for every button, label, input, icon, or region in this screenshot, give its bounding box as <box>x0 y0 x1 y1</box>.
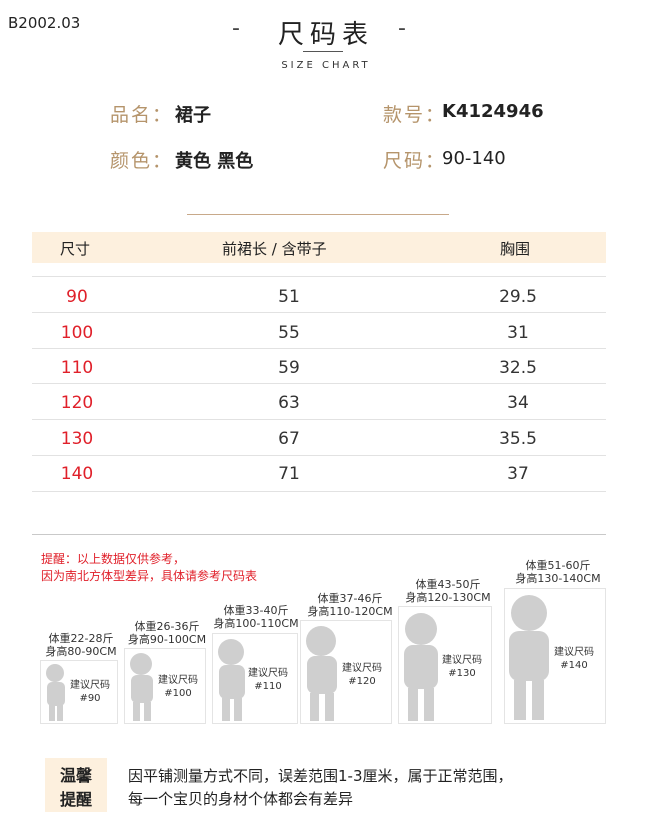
color-label: 颜色： <box>110 150 174 172</box>
figure-card-140 <box>504 588 606 724</box>
figure-suggest-140: 建议尺码 <box>554 647 594 658</box>
tip-line-1: 因平铺测量方式不同，误差范围1-3厘米，属于正常范围， <box>128 767 513 785</box>
chest-cell: 34 <box>507 393 529 413</box>
child-silhouette-icon <box>46 664 65 721</box>
size-cell: 130 <box>60 429 94 449</box>
figure-card-110 <box>212 633 298 724</box>
figure-weight-120: 体重37-46斤 <box>317 592 383 605</box>
figure-weight-90: 体重22-28斤 <box>48 632 114 645</box>
figure-weight-110: 体重33-40斤 <box>223 604 289 617</box>
chest-cell: 31 <box>507 323 529 343</box>
title-dash-left: - <box>232 16 240 41</box>
length-cell: 71 <box>278 464 300 484</box>
size-value: 90-140 <box>442 148 506 169</box>
table-header-length: 前裙长 / 含带子 <box>222 240 327 258</box>
figure-card-90 <box>40 660 118 724</box>
child-silhouette-icon <box>306 626 337 721</box>
child-silhouette-icon <box>404 613 438 721</box>
figure-suggest-90: 建议尺码 <box>70 680 110 691</box>
table-row-divider <box>32 491 606 492</box>
size-cell: 120 <box>60 393 94 413</box>
table-header-size: 尺寸 <box>60 240 91 258</box>
figure-weight-100: 体重26-36斤 <box>134 620 200 633</box>
figure-card-100 <box>124 648 206 724</box>
figure-card-130 <box>398 606 492 724</box>
table-row-divider <box>32 419 606 420</box>
name-value: 裙子 <box>175 105 211 126</box>
length-cell: 55 <box>278 323 300 343</box>
child-silhouette-icon <box>509 595 549 720</box>
tip-badge <box>45 758 107 812</box>
notice-line-2: 因为南北方体型差异，具体请参考尺码表 <box>41 569 258 583</box>
figure-size-140: #140 <box>560 660 588 671</box>
color-value: 黄色 黑色 <box>175 151 254 172</box>
info-divider <box>187 214 449 215</box>
figure-size-110: #110 <box>254 681 282 692</box>
page-subtitle: SIZE CHART <box>281 60 371 71</box>
notice-line-1: 提醒：以上数据仅供参考， <box>41 552 186 566</box>
chest-cell: 37 <box>507 464 529 484</box>
title-underline <box>303 51 343 52</box>
style-value: K4124946 <box>442 101 544 122</box>
page-title: 尺码表 <box>277 20 374 50</box>
chest-cell: 29.5 <box>499 287 537 307</box>
tip-line-2: 每一个宝贝的身材个体都会有差异 <box>128 790 354 808</box>
figure-height-130: 身高120-130CM <box>405 591 491 604</box>
length-cell: 63 <box>278 393 300 413</box>
tip-badge-line-1: 温馨 <box>59 766 92 785</box>
length-cell: 59 <box>278 358 300 378</box>
figure-height-100: 身高90-100CM <box>127 633 207 646</box>
title-dash-right: - <box>398 16 406 41</box>
table-bottom-rule <box>32 534 606 535</box>
tip-badge-line-2: 提醒 <box>59 790 92 809</box>
figure-weight-140: 体重51-60斤 <box>525 559 591 572</box>
table-row-divider <box>32 455 606 456</box>
child-silhouette-icon <box>130 653 153 721</box>
chest-cell: 32.5 <box>499 358 537 378</box>
table-row-divider <box>32 276 606 277</box>
figure-suggest-120: 建议尺码 <box>342 663 382 674</box>
size-cell: 100 <box>60 323 94 343</box>
size-label: 尺码： <box>383 150 447 172</box>
table-header <box>32 232 606 263</box>
child-silhouette-icon <box>218 639 245 721</box>
length-cell: 51 <box>278 287 300 307</box>
chest-cell: 35.5 <box>499 429 537 449</box>
style-label: 款号： <box>383 104 447 126</box>
length-cell: 67 <box>278 429 300 449</box>
figure-height-110: 身高100-110CM <box>213 617 299 630</box>
figure-height-90: 身高80-90CM <box>45 645 117 658</box>
table-row-divider <box>32 348 606 349</box>
table-header-chest: 胸围 <box>500 240 531 258</box>
figure-suggest-130: 建议尺码 <box>442 655 482 666</box>
figure-size-130: #130 <box>448 668 476 679</box>
figure-suggest-110: 建议尺码 <box>248 668 288 679</box>
size-cell: 110 <box>60 358 94 378</box>
name-label: 品名： <box>110 104 174 126</box>
product-code: B2002.03 <box>8 14 81 32</box>
figure-card-120 <box>300 620 392 724</box>
figure-height-140: 身高130-140CM <box>515 572 601 585</box>
size-cell: 90 <box>66 287 88 307</box>
figure-size-120: #120 <box>348 676 376 687</box>
figure-size-90: #90 <box>79 693 101 704</box>
table-row-divider <box>32 312 606 313</box>
size-cell: 140 <box>60 464 94 484</box>
table-row-divider <box>32 383 606 384</box>
figure-height-120: 身高110-120CM <box>307 605 393 618</box>
figure-suggest-100: 建议尺码 <box>158 675 198 686</box>
figure-weight-130: 体重43-50斤 <box>415 578 481 591</box>
figure-size-100: #100 <box>164 688 192 699</box>
